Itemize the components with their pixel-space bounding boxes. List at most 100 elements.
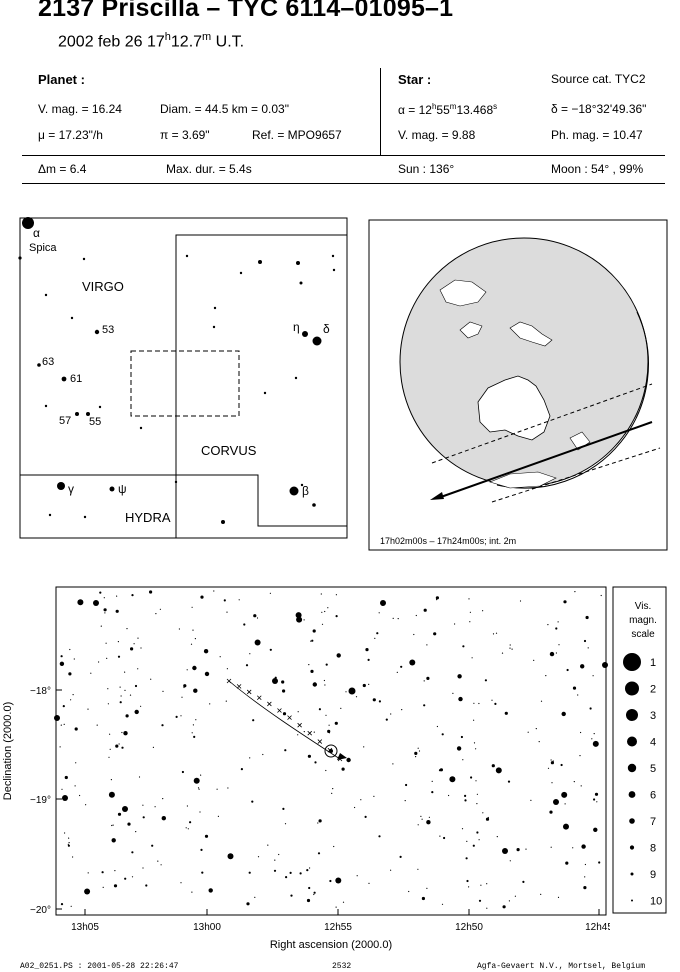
star-dot <box>396 671 398 673</box>
star-dot <box>193 735 196 738</box>
star-dot <box>431 780 433 782</box>
star-dot <box>471 657 473 659</box>
star-dot <box>328 724 330 726</box>
star-dot <box>480 884 482 886</box>
star-dot <box>200 848 203 851</box>
star-dot <box>580 664 585 669</box>
label-61: 61 <box>70 373 82 385</box>
star-dot <box>194 638 196 640</box>
star-dot <box>465 857 468 860</box>
star-dot <box>592 675 594 677</box>
star-dot <box>180 882 182 884</box>
star-dot <box>72 856 74 858</box>
star-dot <box>373 795 375 797</box>
footer-number: 2532 <box>332 962 352 971</box>
asteroid-track <box>226 678 347 762</box>
star-dot <box>121 731 123 734</box>
star-dot <box>342 901 345 903</box>
star-dot <box>134 684 138 688</box>
star-dot <box>90 672 92 674</box>
star-dot <box>267 844 269 846</box>
star-dot <box>354 806 356 809</box>
star-dot <box>73 658 75 660</box>
star-dot <box>572 847 574 849</box>
star-dot <box>262 753 264 756</box>
star-dot <box>114 870 116 872</box>
star-dot <box>555 652 558 654</box>
star-dot <box>504 711 508 715</box>
star-dot <box>137 668 139 670</box>
star-dot <box>441 903 444 905</box>
star-dot <box>580 785 582 787</box>
star-dot <box>109 486 115 492</box>
star-dot <box>213 590 215 592</box>
target-star-marker <box>324 744 338 758</box>
star-dot <box>312 503 316 507</box>
star-dot <box>594 792 599 796</box>
star-dot <box>75 762 77 764</box>
star-dot <box>324 610 326 613</box>
bright-star <box>122 806 128 812</box>
star-dot <box>60 655 63 658</box>
star-dot <box>452 692 454 694</box>
star-dot <box>111 838 116 843</box>
star-dot <box>519 600 522 602</box>
star-dot <box>495 632 498 634</box>
star-dot <box>557 896 560 898</box>
star-dot <box>421 818 423 820</box>
legend-label-6: 6 <box>650 790 656 802</box>
star-dot <box>378 835 381 838</box>
star-dot <box>589 707 592 710</box>
star-dot <box>183 684 187 688</box>
star-dot <box>98 405 102 409</box>
star-dot <box>332 788 334 790</box>
star-dot <box>473 719 475 721</box>
star-dot <box>598 861 601 864</box>
star-dot <box>110 779 112 781</box>
star-dot <box>409 659 416 666</box>
star-dot <box>392 763 394 765</box>
star-dot <box>263 391 267 395</box>
legend-dot-3 <box>626 709 638 721</box>
star-dot <box>449 776 456 783</box>
planet-heading: Planet : <box>38 72 85 87</box>
star-dot <box>368 683 370 685</box>
star-dot <box>284 823 287 825</box>
star-dot <box>491 764 495 768</box>
max-duration: Max. dur. = 5.4s <box>166 162 252 176</box>
star-dot <box>245 664 249 667</box>
star-dot <box>593 733 595 735</box>
star-dot <box>372 698 376 702</box>
star-dot <box>390 869 392 871</box>
label-63: 63 <box>42 356 54 368</box>
star-dot <box>117 812 122 816</box>
star-dot <box>462 759 464 761</box>
star-dot <box>83 515 87 519</box>
star-dot <box>152 746 154 748</box>
label-gamma: γ <box>68 482 74 496</box>
star-dot <box>204 834 209 838</box>
star-dot <box>185 827 187 829</box>
star-dot <box>192 724 194 726</box>
star-dot <box>335 877 342 884</box>
star-dot <box>131 876 134 878</box>
star-dot <box>464 794 467 797</box>
star-dot <box>142 867 144 869</box>
legend-title-1: Vis. <box>635 601 652 612</box>
star-dot <box>486 907 488 909</box>
star-dot <box>112 824 114 826</box>
star-dot <box>426 887 428 889</box>
legend-label-4: 4 <box>650 737 656 749</box>
planet-parallax: π = 3.69" <box>160 128 210 142</box>
star-dot <box>331 792 333 794</box>
star-dot <box>418 750 421 752</box>
x-axis-label: Right ascension (2000.0) <box>270 939 392 951</box>
star-dot <box>591 738 593 740</box>
star-dot <box>223 599 226 602</box>
star-dot <box>310 640 312 642</box>
star-dot <box>190 643 193 645</box>
star-dot <box>439 835 441 837</box>
star-dot <box>318 708 321 711</box>
star-dot <box>573 781 575 783</box>
star-dot <box>120 695 122 697</box>
